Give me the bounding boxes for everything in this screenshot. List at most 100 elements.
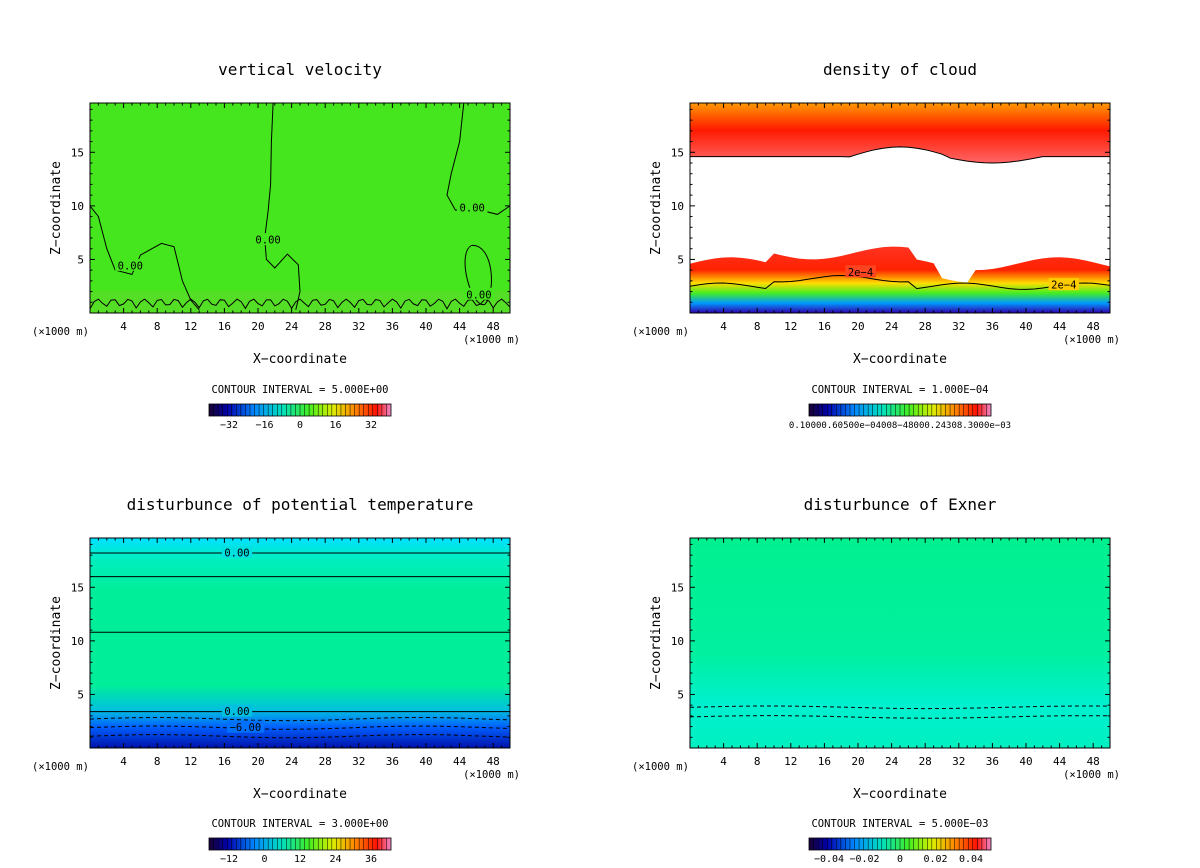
x-tick-label: 16 [818, 755, 831, 768]
colorbar: 0.10000.60500e−04008−48000.24308.3000e−0… [789, 403, 1011, 431]
y-axis-label: Z−coordinate [649, 161, 664, 255]
chart-title: disturbunce of Exner [804, 495, 997, 514]
contour-line-dashed [89, 716, 511, 722]
x-tick-label: 36 [986, 320, 999, 333]
contour-label: 0.00 [460, 203, 485, 215]
contour-line [446, 102, 511, 215]
contour-field [690, 103, 1110, 313]
contour-label-bg [115, 258, 146, 271]
contour-line [464, 244, 492, 305]
y-tick-label: 5 [677, 253, 684, 266]
x-tick-label: 8 [754, 755, 761, 768]
field-fill [690, 538, 1110, 748]
colorbar-tick-label: 0.04 [959, 854, 983, 865]
contour-lines [89, 102, 511, 311]
contour-label-bg [221, 546, 253, 558]
x-unit-label-right: (×1000 m) [1063, 334, 1120, 346]
x-tick-label: 12 [784, 320, 797, 333]
y-axis-label: Z−coordinate [49, 596, 64, 690]
contour-label: 0.00 [255, 235, 280, 247]
contour-line-dashed [89, 725, 511, 730]
colorbar-tick-label: −32 [220, 420, 238, 431]
contour-label: 0.00 [118, 260, 143, 272]
x-tick-label: 44 [453, 320, 467, 333]
chart-title: vertical velocity [218, 60, 382, 79]
x-tick-label: 12 [784, 755, 797, 768]
x-tick-label: 20 [251, 755, 264, 768]
contour-line [89, 205, 200, 311]
colorbar-tick-label: 0.02 [923, 854, 947, 865]
y-tick-label: 5 [677, 688, 684, 701]
x-tick-label: 48 [1087, 755, 1100, 768]
x-tick-label: 12 [184, 320, 197, 333]
x-tick-label: 4 [720, 755, 727, 768]
colorbar-tick-label: 0 [261, 854, 267, 865]
x-tick-label: 44 [453, 755, 467, 768]
y-tick-label: 15 [71, 146, 84, 159]
y-axis-label: Z−coordinate [49, 161, 64, 255]
x-tick-label: 36 [386, 755, 399, 768]
colorbar-tick-label: 12 [294, 854, 306, 865]
x-tick-label: 40 [1019, 755, 1032, 768]
colorbar-tick-label: 0 [297, 420, 303, 431]
contour-line [689, 274, 1111, 290]
colorbar-tick-label: 24 [329, 854, 341, 865]
contour-label-bg [1048, 278, 1079, 291]
colorbar-tick-label: −0.04 [814, 854, 844, 865]
lower-cloud-layer [690, 246, 1110, 313]
contour-label: 0.00 [466, 289, 491, 301]
x-tick-label: 16 [818, 320, 831, 333]
x-tick-label: 4 [120, 755, 127, 768]
colorbar-tick-label: −12 [220, 854, 238, 865]
field-fill [90, 538, 510, 748]
x-tick-label: 4 [720, 320, 727, 333]
y-tick-label: 10 [671, 200, 684, 213]
x-tick-label: 40 [419, 755, 432, 768]
x-tick-label: 44 [1053, 320, 1067, 333]
x-axis-label: X−coordinate [853, 352, 947, 367]
contour-label: 0.00 [224, 548, 249, 560]
chart-panel-3: disturbunce of potential temperature 0.00… [32, 495, 520, 865]
colorbar: −32 −16 0 16 32 [208, 403, 392, 431]
x-tick-label: 40 [419, 320, 432, 333]
x-axis-label: X−coordinate [253, 352, 347, 367]
contour-line-dashed [689, 715, 1111, 719]
contour-field [90, 103, 510, 313]
x-tick-label: 4 [120, 320, 127, 333]
contour-interval-text: CONTOUR INTERVAL = 1.000E−04 [811, 384, 988, 396]
x-tick-label: 28 [919, 755, 932, 768]
colorbar-tick-label: 16 [329, 420, 341, 431]
contour-line-dashed [89, 734, 511, 739]
contour-field [90, 538, 510, 748]
y-tick-label: 15 [671, 146, 684, 159]
x-tick-label: 28 [319, 320, 332, 333]
x-unit-label-right: (×1000 m) [1063, 769, 1120, 781]
x-tick-label: 32 [352, 755, 365, 768]
contour-label-bg [845, 265, 876, 278]
contour-label-bg [457, 201, 488, 213]
contour-interval-text: CONTOUR INTERVAL = 5.000E+00 [211, 384, 388, 396]
y-tick-label: 5 [77, 253, 84, 266]
contour-label: 2e−4 [1051, 280, 1076, 292]
x-tick-label: 8 [754, 320, 761, 333]
contour-line [89, 298, 511, 310]
y-tick-label: 15 [671, 581, 684, 594]
x-tick-label: 48 [1087, 320, 1100, 333]
field-fill-low [90, 291, 510, 313]
contour-label: 0.00 [224, 706, 249, 718]
contour-label-bg [221, 704, 253, 717]
contour-field [690, 538, 1110, 748]
x-tick-label: 16 [218, 755, 231, 768]
y-tick-label: 5 [77, 688, 84, 701]
x-tick-label: 24 [285, 320, 299, 333]
colorbar: −12 0 12 24 36 [208, 837, 392, 865]
contour-label: 2e−4 [848, 267, 873, 279]
x-tick-label: 8 [154, 755, 161, 768]
colorbar: −0.04 −0.02 0 0.02 0.04 [808, 837, 992, 865]
contour-lines [689, 705, 1111, 719]
y-tick-label: 10 [671, 635, 684, 648]
y-axis-label: Z−coordinate [649, 596, 664, 690]
